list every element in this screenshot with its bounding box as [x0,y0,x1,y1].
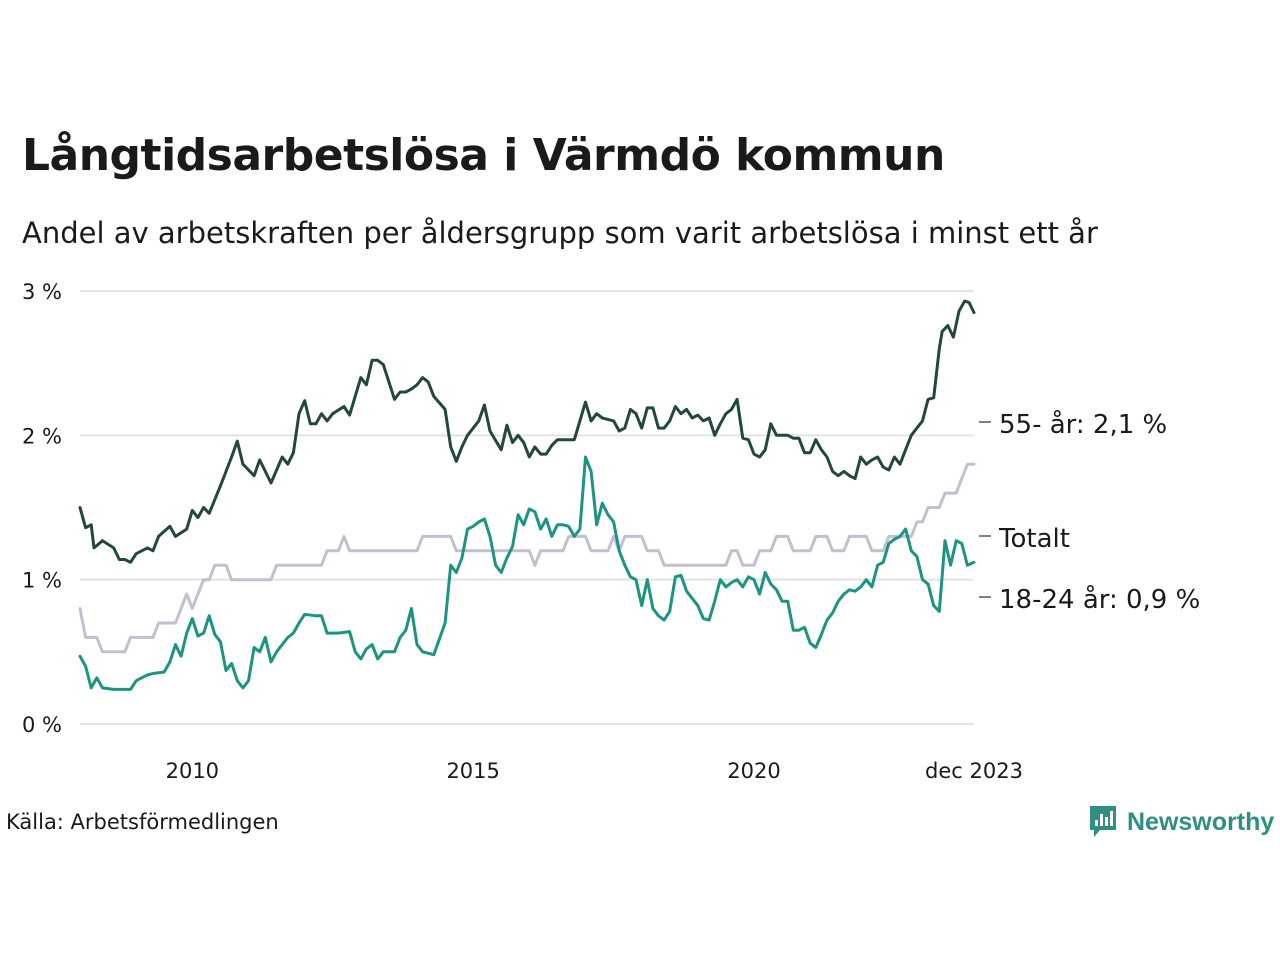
end-label-total: Totalt [998,524,1070,554]
y-axis-tick-labels: 0 % 1 % 2 % 3 % [22,280,62,737]
y-tick-label: 1 % [22,569,62,593]
y-tick-label: 3 % [22,280,62,304]
gridlines [80,290,974,725]
series-line-s55 [78,299,976,564]
end-label-s55: 55- år: 2,1 % [999,409,1167,440]
x-tick-label: 2020 [727,759,780,783]
end-label-s1824: 18-24 år: 0,9 % [999,584,1200,615]
series-line-s1824 [78,455,976,691]
brand-name: Newsworthy [1127,807,1275,836]
chart-subtitle: Andel av arbetskraften per åldersgrupp s… [22,216,1098,250]
x-tick-label: 2015 [446,759,499,783]
newsworthy-logo-icon [1090,806,1116,837]
y-tick-label: 2 % [22,424,62,448]
y-tick-label: 0 % [22,713,62,737]
source-note: Källa: Arbetsförmedlingen [6,810,279,834]
x-tick-label: dec 2023 [925,759,1023,783]
chart-title: Långtidsarbetslösa i Värmdö kommun [22,130,945,181]
x-tick-label: 2010 [166,759,219,783]
x-axis-tick-labels: 2010 2015 2020 dec 2023 [166,759,1023,783]
series-lines [78,299,976,691]
brand-logo: Newsworthy [1088,803,1274,841]
series-line-total [78,462,976,654]
series-end-labels: 55- år: 2,1 % Totalt 18-24 år: 0,9 % [979,409,1200,615]
